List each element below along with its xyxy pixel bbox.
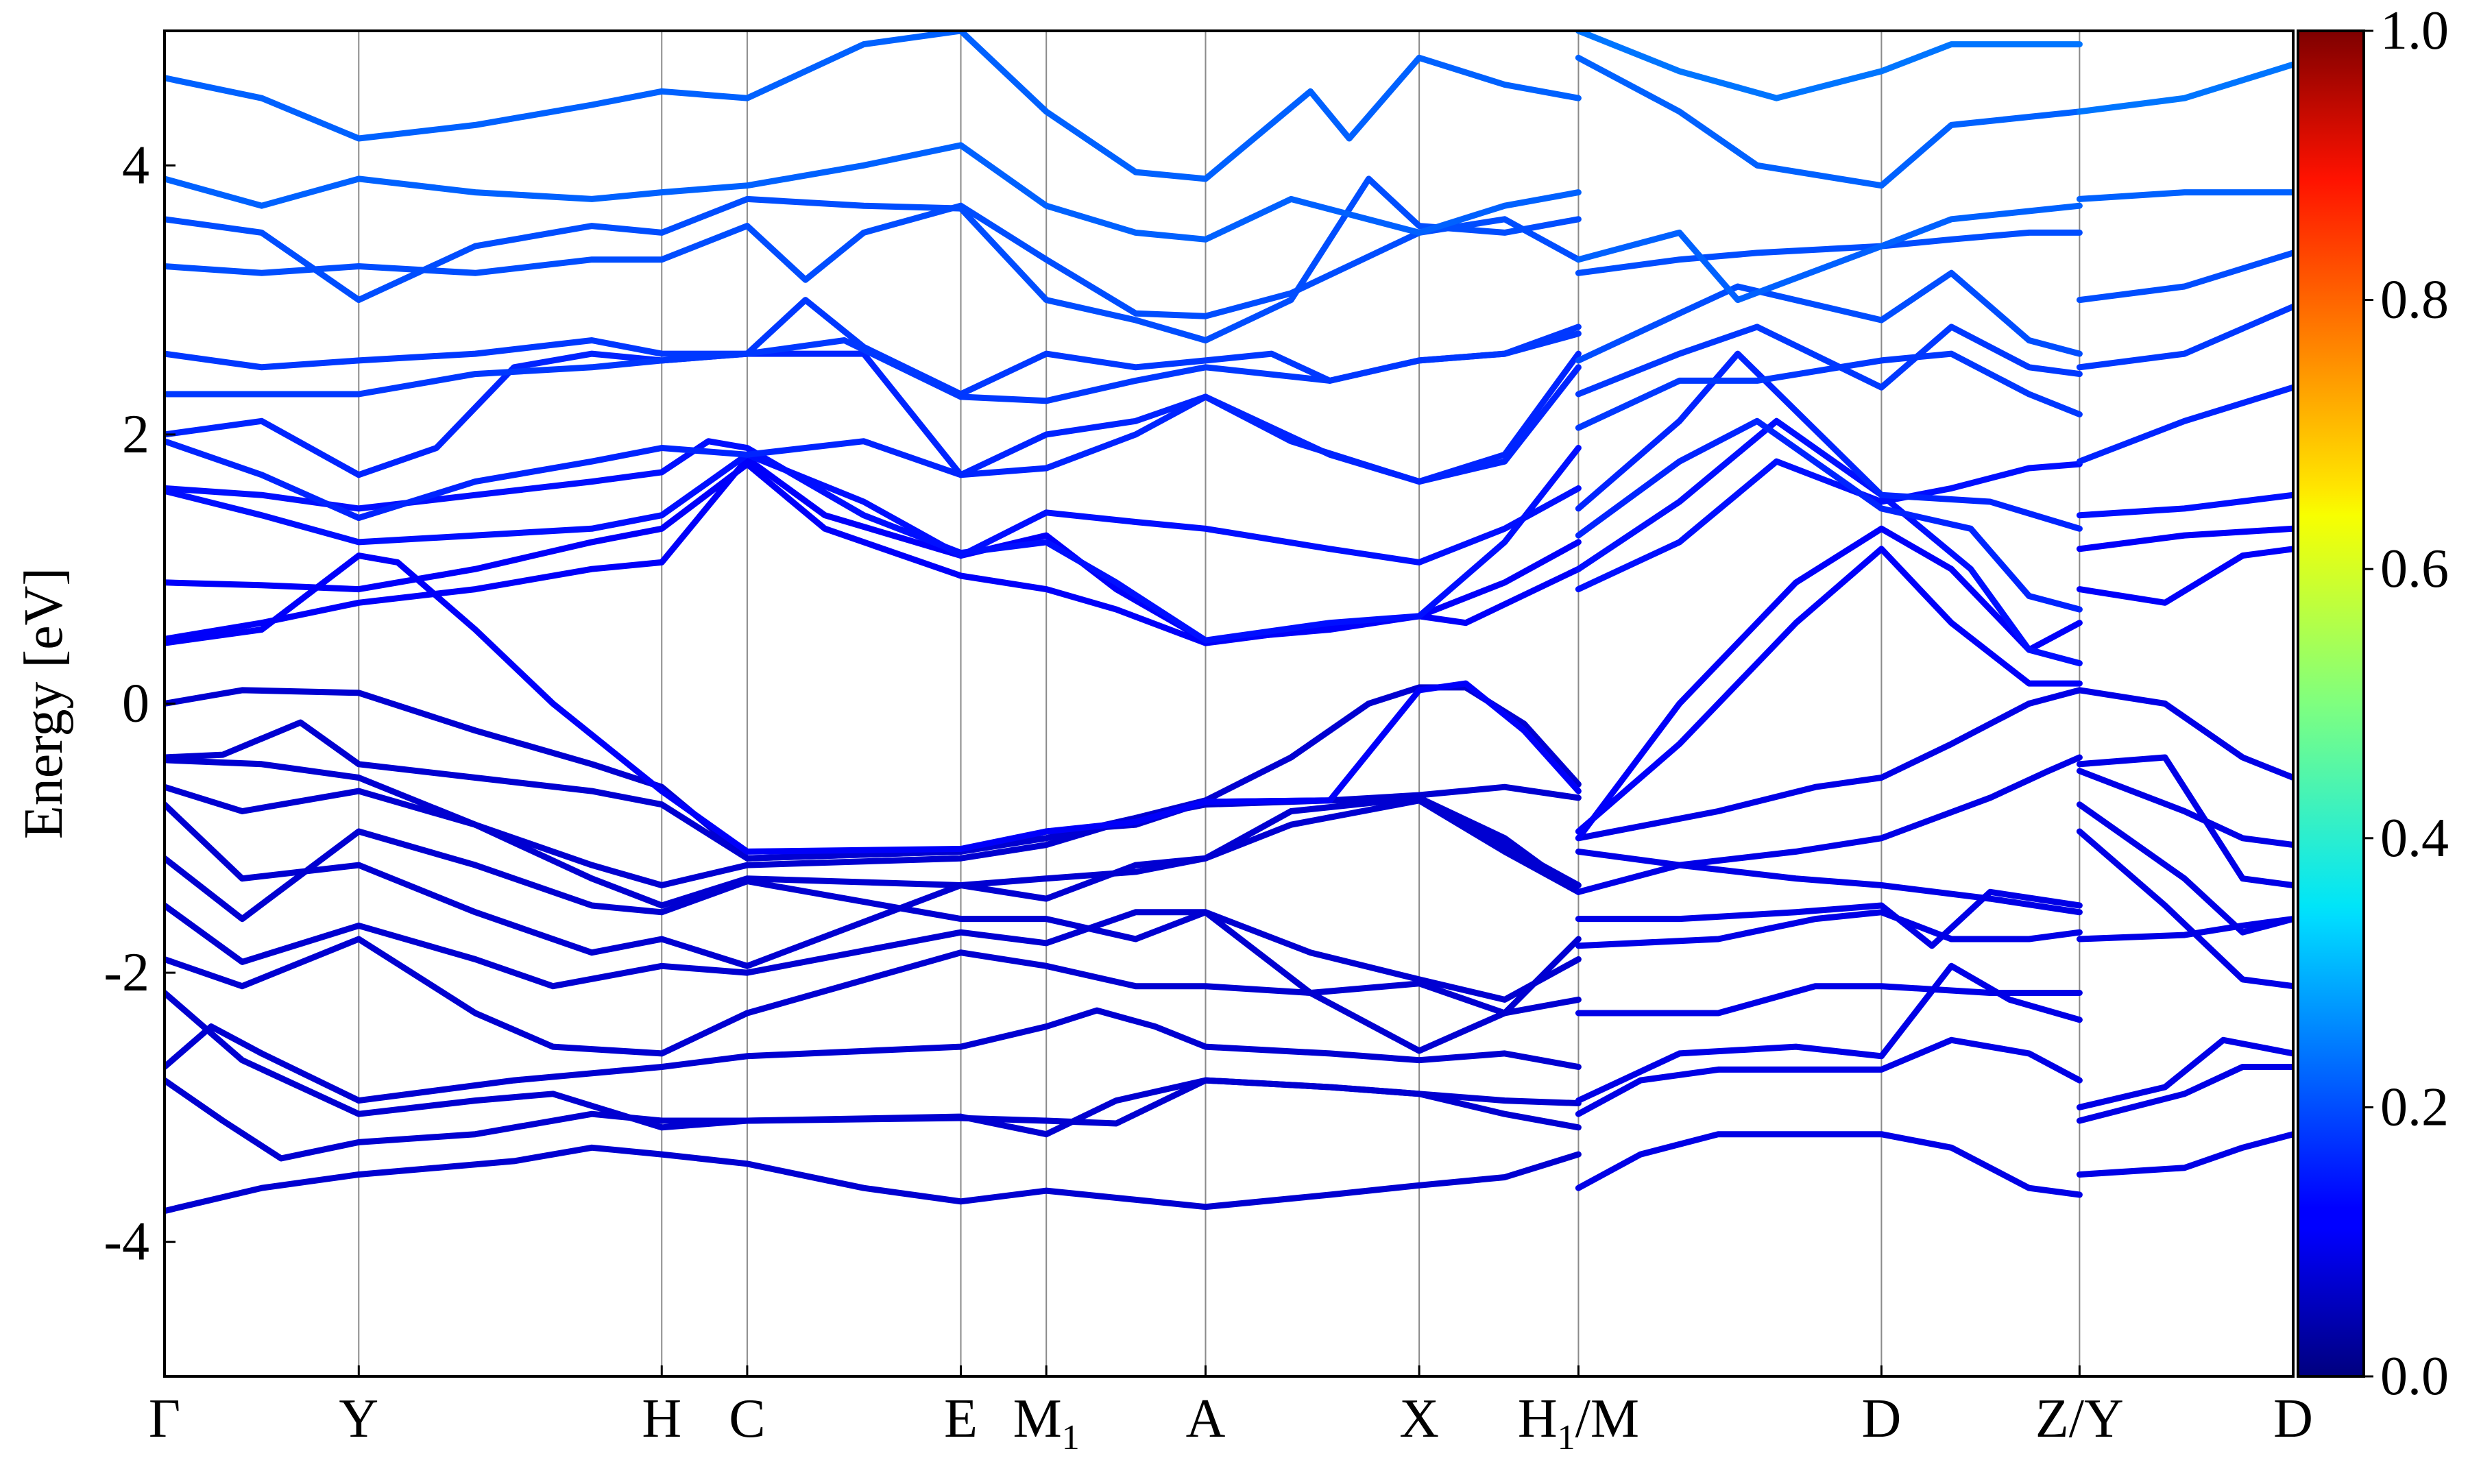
band-line-11 [165,684,1582,862]
band-line-54 [2076,768,2293,849]
colorbar-tick-label: 1.0 [2380,1,2449,61]
band-line-58 [2076,491,2293,519]
band-line-0 [165,1144,1582,1215]
x-tick-label: X [1399,1389,1439,1449]
kpoint-gridlines [358,31,2081,1376]
band-line-52 [2076,801,2293,936]
band-line-50 [2076,828,2293,990]
band-line-29 [1575,909,2083,949]
y-axis: -4 -2 0 2 4 [104,135,176,1272]
y-tick-label: -4 [104,1212,149,1272]
band-line-4 [165,936,1582,1057]
band-line-49 [2076,1036,2293,1110]
band-line-36 [1575,458,2083,593]
band-line-28 [1575,983,2083,1017]
band-line-13 [165,455,1582,644]
y-tick-label: 0 [122,674,149,734]
plot-frame [163,29,2295,1378]
band-line-23 [165,142,1582,243]
band-line-22 [165,175,1582,343]
band-line-15 [165,451,1582,565]
x-tick-label: A [1186,1389,1226,1449]
band-line-46 [1575,31,2083,101]
band-line-47 [2076,1131,2293,1178]
band-line-60 [2076,303,2293,371]
colorbar-tick-label: 0.2 [2380,1077,2449,1137]
band-line-3 [165,1007,1582,1104]
colorbar-tick-label: 0.8 [2380,270,2449,330]
band-line-6 [165,828,1582,1003]
x-tick-label: Z/Y [2035,1389,2124,1449]
band-line-62 [2076,189,2293,202]
band-line-57 [2076,525,2293,552]
band-line-44 [1575,202,2083,304]
band-line-41 [1575,324,2083,398]
band-line-38 [1575,417,2083,613]
band-line-32 [1575,754,2083,868]
colorbar-tick-label: 0.4 [2380,808,2449,868]
y-tick-label: 4 [122,135,149,195]
x-axis: Γ Y H C E M1 A X H1/M D Z/Y D [149,1365,2313,1457]
band-line-16 [165,438,1582,644]
band-line-17 [165,350,1582,522]
band-line-39 [1575,350,2083,532]
x-tick-label: M1 [1013,1389,1080,1457]
band-line-21 [165,202,1582,319]
band-line-10 [165,757,1582,909]
band-line-51 [2076,916,2293,942]
band-line-25 [1575,1131,2083,1198]
band-line-48 [2076,1064,2293,1124]
y-axis-label: Energy [eV] [14,568,74,839]
band-line-59 [2076,384,2293,465]
x-tick-label: H [642,1389,681,1449]
band-line-31 [1575,862,2083,916]
colorbar: 0.0 0.2 0.4 0.6 0.8 1.0 [2297,1,2449,1407]
band-line-53 [2076,754,2293,888]
band-line-24 [165,31,1582,182]
x-tick-label: Γ [149,1389,180,1449]
band-line-26 [1575,1036,2083,1117]
band-line-33 [1575,687,2083,842]
x-tick-label: C [729,1389,765,1449]
x-tick-label: Y [339,1389,378,1449]
band-line-30 [1575,888,2083,949]
band-line-5 [165,902,1582,1017]
band-line-2 [165,990,1582,1138]
band-line-45 [1575,54,2083,189]
x-tick-label: D [1862,1389,1902,1449]
band-line-63 [2076,61,2293,115]
band-line-61 [2076,250,2293,304]
band-line-42 [1575,269,2083,364]
band-line-18 [165,350,1582,485]
colorbar-tick-label: 0.0 [2380,1346,2449,1407]
band-line-20 [165,297,1582,398]
y-tick-label: -2 [104,942,149,1003]
band-line-40 [1575,350,2083,431]
x-tick-label: D [2273,1389,2313,1449]
colorbar-gradient [2297,29,2365,1378]
band-line-56 [2076,546,2293,606]
colorbar-tick-label: 0.6 [2380,539,2449,599]
band-line-55 [2076,687,2293,781]
band-line-12 [165,552,1582,855]
y-tick-label: 2 [122,404,149,465]
bands-group [165,31,2293,1215]
x-tick-label: E [944,1389,978,1449]
band-line-27 [1575,962,2083,1104]
x-tick-label: H1/M [1518,1389,1639,1457]
band-line-34 [1575,546,2083,835]
